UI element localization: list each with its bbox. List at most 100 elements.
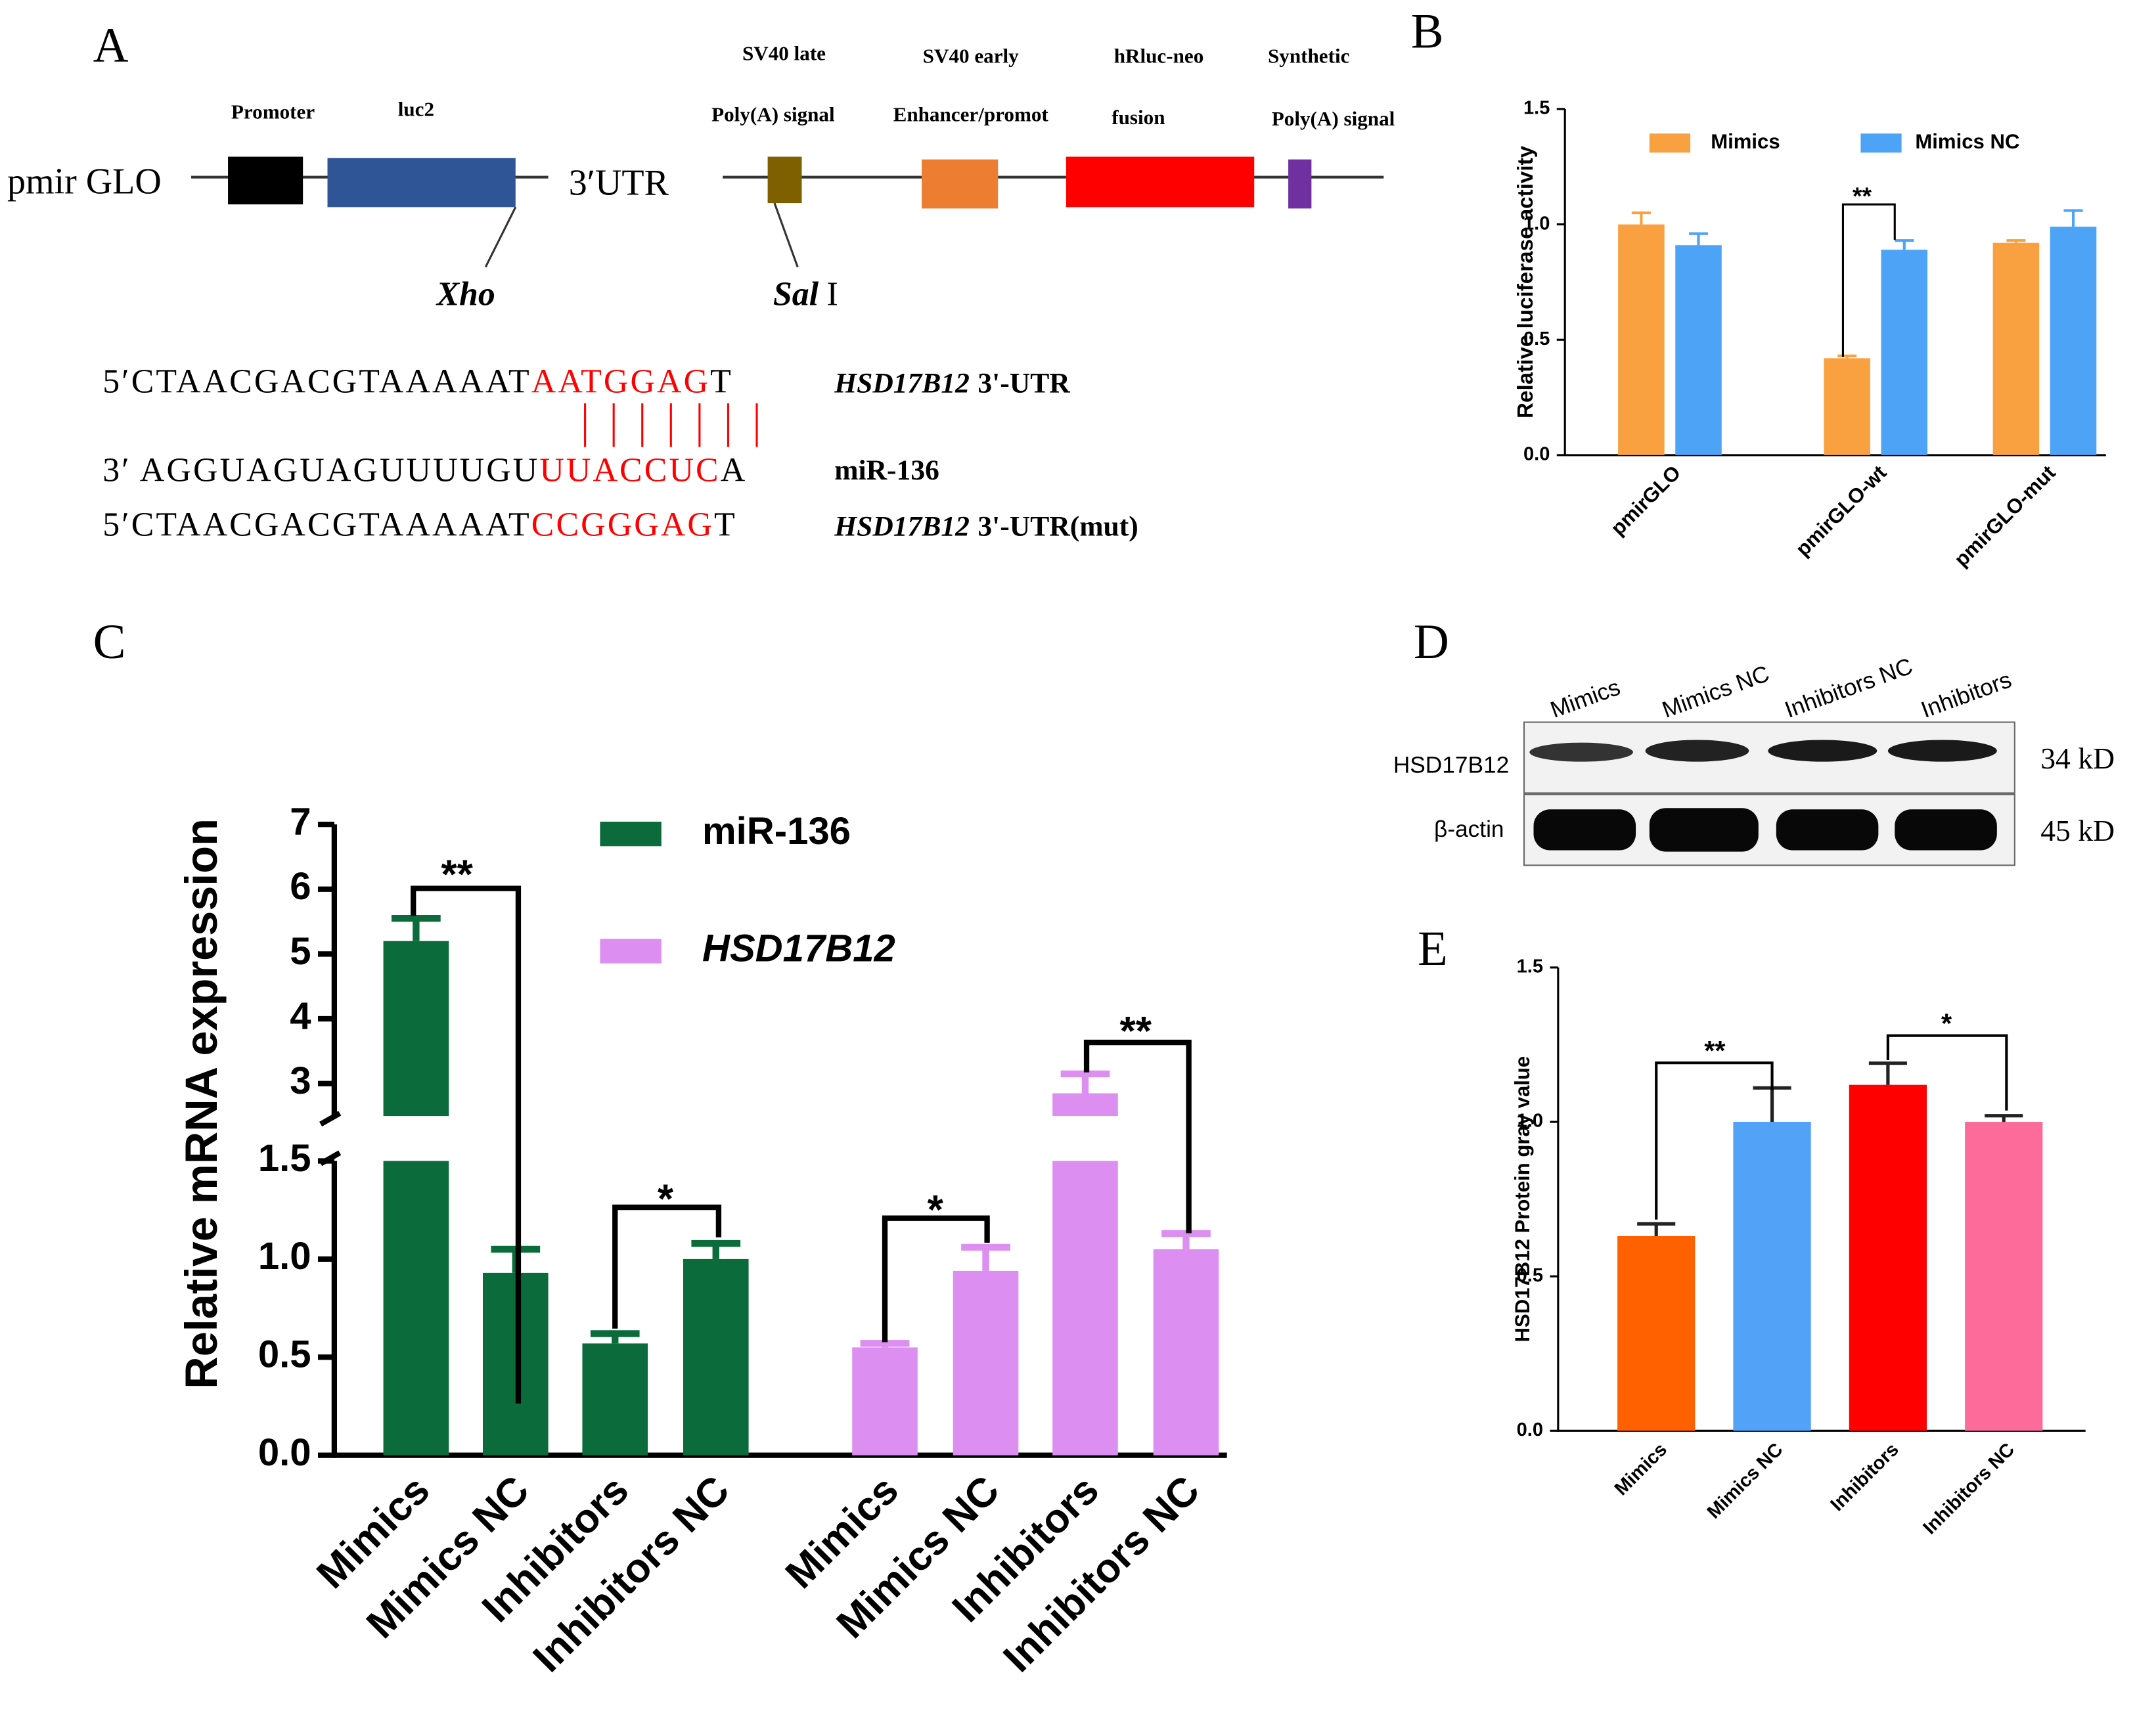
y-tick-label: 1.5: [1523, 98, 1550, 119]
size-label: 45 kD: [2040, 814, 2115, 847]
seq-suffix: T: [710, 363, 733, 400]
y-tick-label: 0.0: [258, 1431, 311, 1474]
sequences: 5′CTAACGACGTAAAAATAATGGAGT 3′ AGGUAGUAGU…: [102, 363, 1138, 543]
bar: [383, 941, 449, 1456]
band: [1533, 809, 1636, 851]
error-bar: [1985, 1114, 2023, 1123]
error-bar: [1631, 211, 1651, 225]
y-axis-label: Relative mRNA expression: [176, 818, 227, 1389]
error-bar: [392, 914, 441, 941]
bar: [2050, 227, 2097, 455]
y-axis-label: HSD17B12 Protein gray value: [1511, 1056, 1534, 1343]
sequence-label: miR-136: [834, 455, 939, 486]
size-label: 34 kD: [2040, 742, 2115, 775]
site-label: Sal I: [773, 276, 838, 313]
error-bar: [2063, 209, 2083, 227]
utr-label: 3′UTR: [569, 163, 669, 204]
significance-bracket: [1886, 1034, 2008, 1111]
bar: [1849, 1084, 1927, 1431]
significance-bracket: [882, 1215, 990, 1343]
legend-label: Mimics: [1711, 130, 1780, 153]
site-rest: I: [827, 276, 838, 313]
significance-bracket: [1841, 203, 1896, 357]
seq-prefix: 5′CTAACGACGTAAAAAT: [102, 506, 531, 543]
significance-label: **: [1853, 182, 1872, 210]
bar: [1965, 1122, 2043, 1431]
luc2-box: [327, 158, 516, 208]
band: [1887, 740, 1997, 762]
legend-swatch: [600, 939, 662, 964]
error-bar: [1837, 354, 1857, 359]
error-bar: [691, 1239, 741, 1259]
gene: HSD17B12: [834, 510, 970, 542]
legend-swatch: [1649, 133, 1691, 153]
error-bar: [1161, 1230, 1211, 1249]
panel-label: D: [1414, 615, 1449, 669]
row-label: HSD17B12: [1393, 752, 1509, 778]
sequence: 5′CTAACGACGTAAAAATAATGGAGT: [102, 363, 733, 400]
y-axis-label: Relative luciferase activity: [1514, 145, 1538, 418]
sequence: 5′CTAACGACGTAAAAATCCGGGAGT: [102, 506, 737, 543]
gene: HSD17B12: [834, 367, 970, 399]
site-pointer: [773, 202, 799, 268]
error-bar: [1895, 239, 1914, 250]
enhancer-box: [922, 159, 999, 209]
band: [1768, 740, 1877, 762]
band: [1645, 740, 1749, 762]
bar: [1881, 250, 1928, 455]
bar: [1617, 1236, 1696, 1431]
y-tick-label: 1.5: [258, 1137, 311, 1180]
error-bar: [860, 1340, 910, 1348]
y-tick-label: 0.0: [1523, 444, 1550, 465]
band: [1776, 809, 1879, 851]
feature-label: luc2: [398, 97, 434, 120]
y-tick-label: 0.5: [258, 1333, 311, 1376]
panel-label: B: [1411, 5, 1444, 59]
feature-label: hRluc-neo: [1114, 44, 1204, 67]
sequence-label: HSD17B12 3'-UTR: [834, 367, 1070, 399]
y-tick-label: 0.5: [1517, 1265, 1543, 1286]
axis-break: [319, 1111, 342, 1127]
panel-label: C: [93, 615, 126, 669]
y-tick-label: 1.0: [258, 1235, 311, 1278]
sequence-label: HSD17B12 3'-UTR(mut): [834, 510, 1138, 542]
feature-label: fusion: [1112, 106, 1165, 129]
significance-bracket: [612, 1204, 722, 1329]
significance-label: **: [441, 853, 473, 898]
seq-suffix: A: [721, 451, 748, 489]
hrluc-box: [1066, 156, 1255, 208]
panel-label: E: [1418, 922, 1448, 976]
significance-label: *: [928, 1188, 944, 1233]
seq-prefix: 3′ AGGUAGUAGUUUUGU: [102, 451, 539, 489]
bar: [1824, 358, 1870, 455]
site-italic: Sal: [773, 276, 819, 313]
legend-label: HSD17B12: [702, 927, 895, 969]
pairing-lines: [584, 403, 758, 447]
error-bar: [1868, 1061, 1907, 1085]
vector-name: pmir GLO: [7, 162, 162, 202]
label: 3'-UTR: [978, 367, 1070, 399]
site-pointer: [484, 206, 517, 268]
band: [1649, 808, 1759, 852]
band: [1895, 809, 1997, 851]
band: [1529, 742, 1633, 762]
feature-label: Promoter: [231, 100, 315, 123]
significance-label: **: [1704, 1035, 1726, 1066]
seq-site: AATGGAG: [531, 363, 710, 400]
promoter-box: [228, 156, 303, 205]
feature-label: Synthetic: [1268, 44, 1350, 67]
y-tick-label: 4: [290, 994, 311, 1037]
significance-label: *: [1941, 1008, 1952, 1039]
row-label: β-actin: [1434, 816, 1504, 842]
bar: [582, 1343, 648, 1456]
y-tick-label: 1.5: [1517, 956, 1543, 977]
error-bar: [1689, 232, 1709, 246]
legend-label: miR-136: [702, 810, 851, 853]
y-tick-label: 7: [290, 800, 311, 843]
seq-site: UUACCUC: [539, 451, 720, 489]
feature-label: Poly(A) signal: [1272, 107, 1395, 130]
bar: [1992, 242, 2040, 455]
y-tick-label: 6: [290, 865, 311, 908]
y-tick-label: 0.5: [1523, 328, 1550, 349]
